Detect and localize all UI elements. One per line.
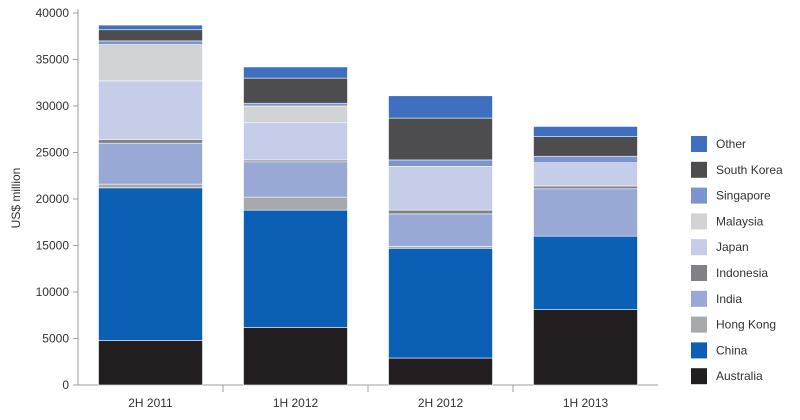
bar-segment-china — [388, 247, 493, 359]
bar-segment-singapore — [98, 40, 203, 45]
bar-segment-malaysia — [98, 44, 203, 82]
bar-segment-south-korea — [388, 117, 493, 161]
bar-segment-japan — [533, 162, 638, 187]
bar-segment-other — [533, 126, 638, 137]
bar-segment-japan — [388, 166, 493, 211]
x-tick-label: 2H 2012 — [418, 396, 464, 410]
legend-swatch — [691, 316, 707, 333]
legend-label: Malaysia — [716, 214, 764, 228]
legend-item: Other — [691, 136, 746, 152]
legend-swatch — [691, 265, 707, 281]
bar-segment-china — [533, 235, 638, 310]
bar-segment-south-korea — [243, 77, 348, 104]
bar-segment-hong-kong — [243, 196, 348, 211]
legend-label: South Korea — [716, 163, 783, 177]
legend-label: India — [716, 292, 742, 306]
bar-segment-australia — [243, 327, 348, 386]
y-axis-title: US$ million — [9, 168, 23, 229]
bar-stack — [533, 126, 638, 386]
x-tick-label: 1H 2013 — [563, 396, 609, 410]
y-tick-label: 25000 — [36, 146, 70, 160]
bar-segment-indonesia — [98, 139, 203, 144]
legend-item: Japan — [691, 239, 749, 256]
legend-item: South Korea — [691, 161, 783, 178]
legend-label: China — [716, 343, 748, 357]
bar-segment-singapore — [533, 155, 638, 164]
bar-stack — [98, 24, 203, 386]
legend-item: Hong Kong — [691, 316, 776, 333]
bar-segment-singapore — [243, 102, 348, 107]
bar-segment-china — [243, 209, 348, 328]
axes: 0 5000 10000 15000 20000 25000 30000 35000 40000… — [36, 6, 658, 410]
bar-segment-other — [98, 24, 203, 31]
bar-segment-hong-kong — [98, 183, 203, 189]
bar-segment-australia — [388, 357, 493, 386]
bar-segment-other — [243, 66, 348, 79]
legend-swatch — [691, 290, 707, 307]
y-tick-label: 15000 — [36, 239, 70, 253]
bar-segment-indonesia — [533, 185, 638, 190]
y-tick-label: 5000 — [42, 332, 69, 346]
legend-item: Indonesia — [691, 265, 768, 281]
legend-label: Japan — [716, 240, 749, 254]
y-tick-label: 30000 — [36, 99, 70, 113]
bar-segment-australia — [98, 340, 203, 386]
legend-swatch — [691, 368, 707, 385]
legend-label: Hong Kong — [716, 318, 776, 332]
y-tick-label: 20000 — [36, 192, 70, 206]
legend-swatch — [691, 342, 707, 359]
legend-item: Singapore — [691, 187, 771, 204]
legend-item: Australia — [691, 368, 763, 385]
bar-segment-india — [533, 188, 638, 237]
bar-segment-india — [388, 213, 493, 247]
legend-swatch — [691, 187, 707, 204]
bar-segment-south-korea — [98, 29, 203, 42]
legend-item: China — [691, 342, 748, 359]
y-tick-label: 0 — [62, 378, 69, 392]
legend-item: Malaysia — [691, 213, 764, 230]
bar-segment-malaysia — [243, 105, 348, 124]
bar-segment-japan — [243, 122, 348, 161]
bar-segment-india — [243, 161, 348, 198]
bar-stack — [388, 95, 493, 386]
legend-item: India — [691, 290, 742, 307]
legend-swatch — [691, 239, 707, 256]
bar-segment-other — [388, 95, 493, 119]
legend: Other South Korea Singapore Malaysia Japan In… — [691, 136, 783, 385]
bar-segment-south-korea — [533, 136, 638, 157]
y-tick-label: 40000 — [36, 6, 70, 20]
legend-swatch — [691, 161, 707, 178]
legend-label: Singapore — [716, 189, 771, 203]
x-tick-label: 1H 2012 — [273, 396, 319, 410]
bar-segment-japan — [98, 80, 203, 140]
bar-segment-india — [98, 142, 203, 185]
legend-swatch — [691, 136, 707, 152]
bar-segment-china — [98, 187, 203, 341]
bar-stack — [243, 66, 348, 386]
bar-segment-indonesia — [388, 209, 493, 215]
bars — [98, 24, 638, 386]
legend-label: Other — [716, 137, 746, 151]
legend-label: Australia — [716, 369, 763, 383]
bar-segment-australia — [533, 309, 638, 386]
y-tick-label: 10000 — [36, 285, 70, 299]
bar-segment-singapore — [388, 159, 493, 167]
x-tick-label: 2H 2011 — [128, 396, 173, 410]
legend-swatch — [691, 213, 707, 230]
legend-label: Indonesia — [716, 266, 768, 280]
y-tick-label: 35000 — [36, 53, 70, 67]
